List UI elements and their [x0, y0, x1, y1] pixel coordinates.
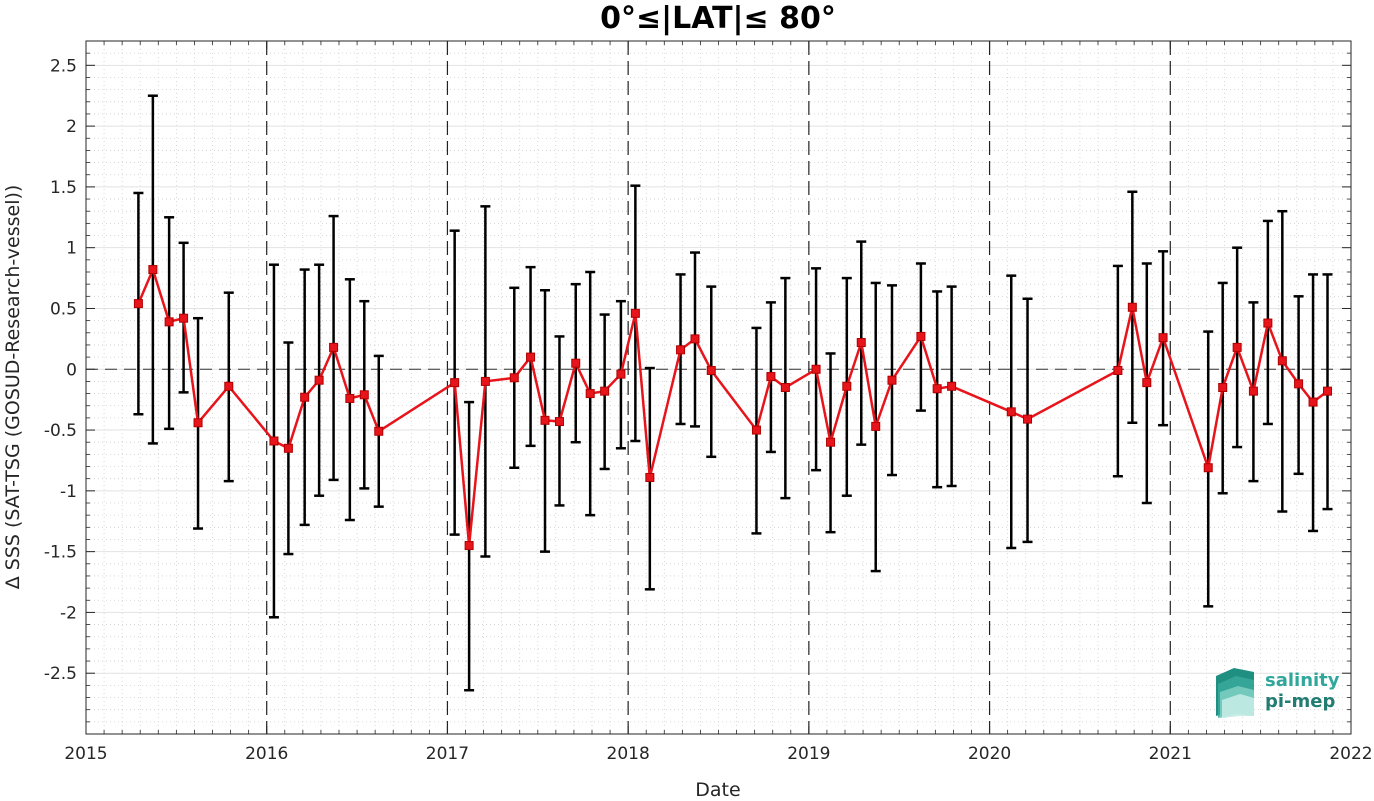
data-point [842, 381, 852, 391]
data-point [540, 415, 550, 425]
data-point [359, 390, 369, 400]
data-point [932, 384, 942, 394]
y-tick-label: 1 [66, 239, 77, 259]
data-point [1277, 356, 1287, 366]
x-tick-label: 2021 [1149, 744, 1192, 764]
y-tick-label: 1.5 [50, 178, 77, 198]
x-tick-label: 2015 [64, 744, 107, 764]
plot-frame [85, 40, 1352, 735]
data-point [706, 365, 716, 375]
y-tick-label: 2 [66, 117, 77, 137]
data-point [630, 308, 640, 318]
minor-grid [86, 40, 1351, 734]
data-point [314, 375, 324, 385]
y-tick-label: 2.5 [50, 56, 77, 76]
data-point [1023, 414, 1033, 424]
data-point [1203, 463, 1213, 473]
y-tick-label: -1.5 [44, 543, 77, 563]
data-point [856, 338, 866, 348]
data-point [480, 376, 490, 386]
data-point [554, 417, 564, 427]
data-point [1218, 383, 1228, 392]
data-point [600, 386, 610, 396]
data-point [1263, 318, 1273, 328]
major-grid [86, 64, 1351, 674]
x-tick-labels: 2015 2016 2017 2018 2019 2020 2021 2022 [64, 744, 1372, 764]
data-point [300, 392, 310, 402]
salinity-pi-mep-logo: salinity pi-mep [1216, 668, 1340, 718]
x-axis-label: Date [695, 779, 740, 801]
x-tick-label: 2019 [787, 744, 830, 764]
logo-text-salinity: salinity [1265, 670, 1340, 691]
data-point [690, 334, 700, 344]
chart-title: 0°≤|LAT|≤ 80° [600, 1, 836, 36]
data-point [1142, 378, 1152, 388]
data-point [1158, 333, 1168, 343]
data-point [1006, 407, 1016, 417]
data-point [269, 436, 279, 446]
data-point [464, 541, 474, 551]
data-point [179, 313, 189, 323]
x-tick-label: 2016 [245, 744, 288, 764]
data-point [916, 331, 926, 341]
data-point [1248, 386, 1258, 396]
y-tick-label: -2 [60, 603, 77, 623]
data-point [887, 375, 897, 385]
series-markers [133, 265, 1333, 551]
x-tick-label: 2017 [426, 744, 469, 764]
data-point [751, 425, 761, 435]
y-axis-label: Δ SSS (SAT-TSG (GOSUD-Research-vessel)) [2, 185, 24, 590]
data-point [571, 358, 581, 368]
y-tick-label: -0.5 [44, 421, 77, 441]
data-point [345, 393, 355, 403]
data-point [947, 381, 957, 391]
data-point [1294, 379, 1304, 389]
data-point [450, 378, 460, 388]
data-point [780, 383, 790, 392]
x-tick-label: 2020 [968, 744, 1011, 764]
data-point [509, 373, 519, 383]
logo-wave-icon [1216, 668, 1254, 718]
data-point [585, 389, 595, 399]
data-point [811, 364, 821, 374]
data-point [1232, 342, 1242, 352]
data-point [164, 317, 174, 327]
x-tick-label: 2022 [1329, 744, 1372, 764]
logo-text-pi-mep: pi-mep [1265, 691, 1335, 712]
data-point [133, 299, 143, 309]
data-point [871, 421, 881, 431]
axis-ticks [85, 40, 1352, 734]
data-point [766, 372, 776, 382]
y-tick-labels: -2.5 -2 -1.5 -1 -0.5 0 0.5 1 1.5 2 2.5 [44, 56, 77, 684]
data-point [676, 345, 686, 355]
data-point [616, 369, 626, 379]
data-point [224, 381, 234, 391]
y-tick-label: -1 [60, 482, 77, 502]
data-point [283, 443, 293, 453]
data-point [374, 426, 384, 436]
data-point [526, 352, 536, 362]
data-point [1127, 302, 1137, 312]
data-point [1113, 365, 1123, 375]
data-point [1323, 386, 1333, 396]
data-point [193, 418, 203, 428]
data-point [826, 437, 836, 447]
data-point [1308, 397, 1318, 407]
x-tick-label: 2018 [607, 744, 650, 764]
data-point [645, 472, 655, 482]
data-point [329, 342, 339, 352]
y-tick-label: 0 [66, 360, 77, 380]
data-point [148, 265, 158, 275]
y-tick-label: 0.5 [50, 299, 77, 319]
y-tick-label: -2.5 [44, 664, 77, 684]
